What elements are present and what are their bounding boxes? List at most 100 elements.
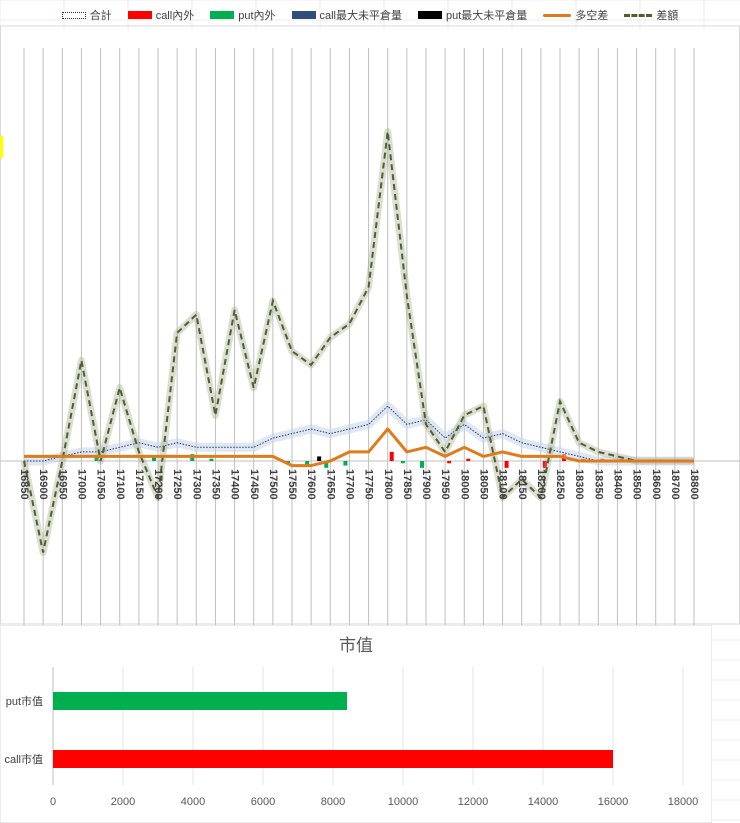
x-tick-label: 17250 <box>171 469 183 500</box>
bar-put內外-17350 <box>209 458 214 461</box>
x-tick-label: 17000 <box>76 469 88 500</box>
bar-call內外-17800 <box>389 451 394 461</box>
legend-swatch-diff <box>543 13 572 17</box>
x-tick-label: 8000 <box>321 796 345 808</box>
x-tick-label: 18600 <box>650 469 662 500</box>
x-tick-label: 18300 <box>573 469 585 500</box>
x-tick-label: 18250 <box>554 469 566 500</box>
bar-put內外-17050 <box>94 456 99 461</box>
x-tick-label: 16900 <box>37 469 49 500</box>
series-amount-line <box>23 131 694 553</box>
x-tick-label: 18400 <box>612 469 624 500</box>
legend-item-put: put內外 <box>210 7 276 23</box>
bar-put內外-17700 <box>343 461 348 466</box>
legend-item-call-max: call最大未平倉量 <box>291 7 403 23</box>
x-tick-label: 17150 <box>133 469 145 500</box>
bar-call內外-17950 <box>447 461 452 464</box>
legend-swatch-call-max <box>291 11 316 19</box>
x-axis-tick-labels: 16850 16900 16950 17000 17050 17100 17150 17200… <box>18 469 700 500</box>
x-tick-label: 17750 <box>363 469 375 500</box>
bar-call內外-18000 <box>466 458 471 461</box>
market-value-labels: 0 2000 4000 6000 8000 10000 12000 14000 16000 180… <box>4 694 698 808</box>
bar-put內外-17600 <box>305 461 310 466</box>
x-tick-label: 17700 <box>344 469 356 500</box>
x-tick-label: 18200 <box>535 469 547 500</box>
x-tick-label: 17300 <box>190 469 202 500</box>
series-total-line <box>24 405 694 462</box>
bar-put市值 <box>53 692 347 710</box>
x-tick-label: 17650 <box>324 469 336 500</box>
x-tick-label: 12000 <box>458 796 489 808</box>
legend-item-call: call內外 <box>127 7 195 23</box>
legend-label-total: 合計 <box>89 10 112 22</box>
x-tick-label: 17100 <box>114 469 126 500</box>
bar-put內外-17850 <box>400 461 405 464</box>
bar-call內外-18200 <box>542 461 547 468</box>
legend-item-amount: 差額 <box>624 7 678 23</box>
x-tick-label: 2000 <box>111 796 135 808</box>
x-tick-label: 17950 <box>439 469 451 500</box>
chart-legend: 合計 call內外 put內外 call最大未平倉量 put最大未平倉量 多空差… <box>0 4 740 26</box>
x-tick-label: 17550 <box>286 469 298 500</box>
x-tick-label: 18000 <box>458 469 470 500</box>
plot-area <box>0 30 740 625</box>
bar-call內外-18100 <box>504 461 509 468</box>
x-tick-label: 17050 <box>95 469 107 500</box>
market-value-chart: 市值 0 2000 4000 6000 8000 10000 12000 14000 16000… <box>0 625 712 823</box>
x-tick-label: 18350 <box>592 469 604 500</box>
x-tick-label: 17400 <box>229 469 241 500</box>
legend-item-put-max: put最大未平倉量 <box>418 7 527 23</box>
line-series <box>20 128 694 556</box>
x-tick-label: 14000 <box>528 796 559 808</box>
legend-swatch-put <box>210 11 235 19</box>
series-diff-line <box>24 427 694 468</box>
legend-label-diff: 多空差 <box>575 10 609 22</box>
legend-swatch-call <box>127 11 152 19</box>
x-tick-label: 4000 <box>181 796 205 808</box>
x-tick-label: 17500 <box>267 469 279 500</box>
x-tick-label: 0 <box>50 796 56 808</box>
legend-item-diff: 多空差 <box>543 7 608 23</box>
bar-put內外-17200 <box>152 456 156 461</box>
bar-put最大未平倉量-17600 <box>317 456 322 461</box>
x-tick-label: 16000 <box>598 796 629 808</box>
x-tick-label: 17200 <box>152 469 164 500</box>
market-value-title: 市值 <box>339 636 373 655</box>
legend-swatch-amount <box>624 13 653 17</box>
x-tick-label: 10000 <box>388 796 419 808</box>
x-tick-label: 18800 <box>688 469 700 500</box>
open-interest-chart: 16850 16900 16950 17000 17050 17100 17150 17200… <box>0 25 740 625</box>
x-tick-label: 17450 <box>248 469 260 500</box>
legend-label-amount: 差額 <box>656 10 679 22</box>
x-tick-label: 18500 <box>631 469 643 500</box>
bar-put內外-17650 <box>324 461 329 468</box>
bar-put內外-17900 <box>420 461 424 468</box>
legend-label-call: call內外 <box>155 10 195 22</box>
x-tick-label: 18000 <box>668 796 699 808</box>
y-category-label: call市值 <box>4 752 43 766</box>
x-tick-label: 6000 <box>251 796 275 808</box>
x-tick-label: 17850 <box>401 469 413 500</box>
vertical-gridlines <box>0 25 740 625</box>
x-tick-label: 18050 <box>478 469 490 500</box>
legend-item-total: 合計 <box>61 7 112 23</box>
x-tick-label: 16950 <box>56 469 68 500</box>
legend-swatch-put-max <box>418 11 443 19</box>
x-tick-label: 16850 <box>18 469 30 500</box>
x-tick-label: 17800 <box>382 469 394 500</box>
legend-label-put: put內外 <box>238 10 276 22</box>
market-value-chart-frame <box>0 625 712 823</box>
x-tick-label: 18700 <box>669 469 681 500</box>
legend-label-put-max: put最大未平倉量 <box>446 10 528 22</box>
market-value-bars <box>53 692 613 768</box>
legend-label-call-max: call最大未平倉量 <box>319 10 403 22</box>
legend-swatch-total <box>61 11 86 19</box>
x-tick-label: 18100 <box>497 469 509 500</box>
x-tick-label: 17600 <box>305 469 317 500</box>
bar-call市值 <box>53 750 613 768</box>
x-tick-label: 18150 <box>516 469 528 500</box>
x-tick-label: 17350 <box>210 469 222 500</box>
cell-highlight-marker <box>0 136 3 158</box>
x-tick-label: 17900 <box>420 469 432 500</box>
y-category-label: put市值 <box>6 694 43 708</box>
